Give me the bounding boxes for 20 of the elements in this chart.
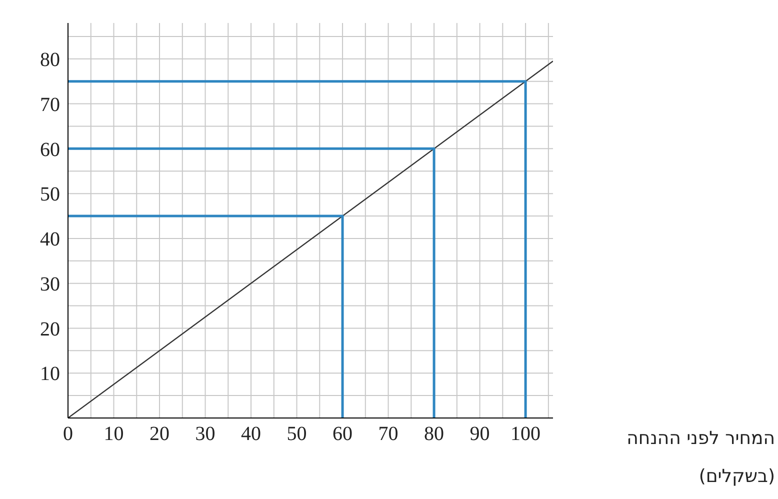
y-tick-label: 30 xyxy=(40,273,60,296)
x-tick-label: 20 xyxy=(150,423,170,446)
x-tick-label: 30 xyxy=(195,423,216,446)
x-tick-label: 10 xyxy=(104,423,124,446)
x-tick-label: 60 xyxy=(332,423,353,446)
y-tick-label: 50 xyxy=(40,184,60,206)
x-tick-label: 100 xyxy=(510,423,541,446)
y-tick-label: 70 xyxy=(40,94,60,116)
x-tick-label: 90 xyxy=(470,423,490,446)
x-tick-label: 0 xyxy=(63,423,73,446)
x-tick-label: 80 xyxy=(424,423,444,446)
y-tick-label: 20 xyxy=(40,318,60,340)
x-tick-label: 50 xyxy=(286,423,307,446)
x-tick-label: 40 xyxy=(241,423,262,446)
y-tick-label: 10 xyxy=(40,363,60,386)
y-tick-label: 40 xyxy=(40,228,60,251)
y-tick-label: 80 xyxy=(40,49,60,72)
y-tick-label: 60 xyxy=(40,138,60,161)
x-tick-label: 70 xyxy=(378,423,398,446)
x-axis-title: המחיר לפני ההנחה (בשקלים) xyxy=(626,427,775,489)
